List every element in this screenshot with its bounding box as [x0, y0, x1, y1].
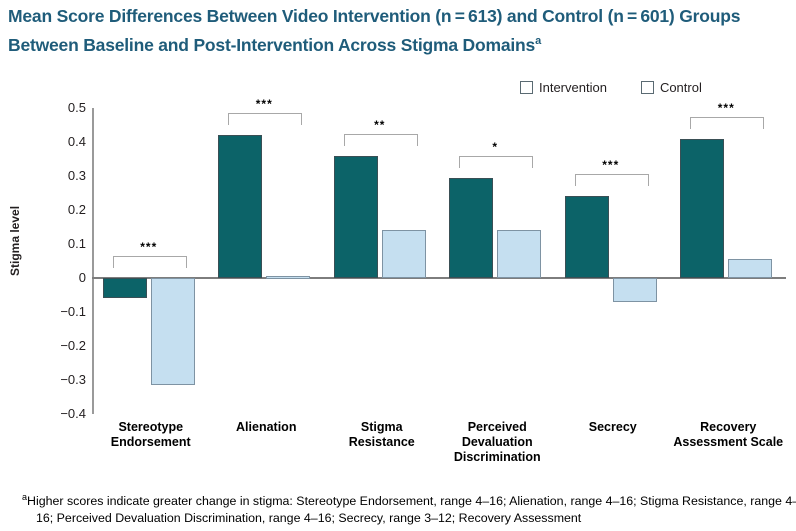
legend-item-intervention[interactable]: Intervention — [520, 80, 607, 95]
significance-bracket — [690, 116, 765, 129]
y-tick-label: −0.2 — [60, 338, 86, 353]
significance-stars: * — [492, 139, 499, 154]
significance-bracket — [228, 113, 303, 126]
bar-intervention[interactable] — [333, 155, 378, 278]
legend-item-control[interactable]: Control — [640, 80, 702, 95]
bar-control[interactable] — [266, 276, 311, 280]
bar-group: *** — [555, 108, 671, 414]
plot-area: *** *** ** * *** *** — [93, 98, 787, 414]
legend-label-intervention: Intervention — [539, 80, 607, 95]
footnote-marker: a — [22, 492, 28, 502]
y-axis-tick-labels: 0.5 0.4 0.3 0.2 0.1 0 −0.1 −0.2 −0.3 −0.4 — [48, 101, 86, 421]
bar-control[interactable] — [612, 278, 657, 302]
x-axis-label-line: Devaluation — [461, 435, 533, 449]
chart-legend: Intervention Control — [520, 80, 702, 95]
y-tick-label: 0.3 — [67, 168, 86, 183]
x-axis-label-line: Resistance — [348, 435, 415, 449]
figure-title-footnote-marker: a — [535, 35, 541, 47]
significance-bracket — [112, 256, 187, 268]
bar-intervention[interactable] — [680, 138, 725, 278]
x-axis-label: Secrecy — [545, 420, 681, 435]
footnote-text: Higher scores indicate greater change in… — [27, 494, 796, 525]
plot-wrapper: Stigma level 0.5 0.4 0.3 0.2 0.1 0 −0.1 −0.2 −0.… — [0, 98, 796, 421]
figure-title-text: Mean Score Differences Between Video Int… — [8, 6, 741, 55]
bar-intervention[interactable] — [449, 177, 494, 278]
y-tick-label: 0.5 — [67, 100, 86, 115]
y-tick-label: 0 — [78, 270, 86, 285]
bar-control[interactable] — [497, 230, 542, 278]
x-axis-label-line: Perceived — [467, 420, 527, 434]
figure-footnote: aHigher scores indicate greater change i… — [22, 489, 796, 526]
significance-stars: *** — [255, 97, 273, 112]
x-axis-category-labels: Stereotype Endorsement Alienation Stigma Res… — [93, 420, 786, 482]
x-axis-label-line: Stereotype — [118, 420, 184, 434]
significance-bracket — [459, 155, 534, 168]
significance-stars: *** — [140, 240, 158, 254]
x-axis-label: Perceived Devaluation Discrimination — [430, 420, 566, 465]
bar-intervention[interactable] — [218, 135, 263, 278]
bar-intervention[interactable] — [564, 196, 609, 278]
x-axis-label-line: Assessment Scale — [673, 435, 784, 449]
y-tick-label: 0.2 — [67, 202, 86, 217]
bar-control[interactable] — [150, 278, 195, 386]
y-tick-label: 0.4 — [67, 134, 86, 149]
y-tick-label: −0.3 — [60, 372, 86, 387]
x-axis-label-line: Alienation — [236, 420, 297, 434]
significance-bracket — [574, 174, 649, 187]
significance-stars: *** — [717, 100, 735, 115]
x-axis-label: Stigma Resistance — [314, 420, 450, 450]
figure-title: Mean Score Differences Between Video Int… — [8, 4, 788, 58]
y-axis-line — [92, 108, 94, 414]
y-tick-label: 0.1 — [67, 236, 86, 251]
bar-control[interactable] — [381, 230, 426, 278]
x-axis-label-line: Endorsement — [110, 435, 191, 449]
legend-label-control: Control — [659, 80, 702, 95]
significance-stars: ** — [374, 117, 386, 132]
legend-swatch-control-icon — [640, 81, 654, 94]
significance-stars: *** — [602, 158, 620, 173]
x-axis-label-line: Recovery — [700, 420, 757, 434]
bar-group: ** — [324, 108, 440, 414]
zero-baseline — [92, 277, 786, 279]
legend-swatch-intervention-icon — [520, 81, 533, 94]
y-axis-title: Stigma level — [8, 205, 22, 276]
bar-group: *** — [93, 108, 209, 414]
x-axis-label: Recovery Assessment Scale — [661, 420, 796, 450]
y-tick-label: −0.1 — [60, 304, 86, 319]
y-tick-label: −0.4 — [60, 406, 86, 421]
x-axis-label-line: Stigma — [360, 420, 403, 434]
bar-intervention[interactable] — [102, 278, 147, 299]
x-axis-label: Alienation — [199, 420, 335, 435]
significance-bracket — [343, 133, 418, 146]
bar-group: * — [440, 108, 556, 414]
bar-group: *** — [209, 98, 325, 414]
x-axis-label-line: Secrecy — [588, 420, 637, 434]
x-axis-label: Stereotype Endorsement — [83, 420, 219, 450]
bar-group: *** — [671, 102, 787, 414]
bar-control[interactable] — [728, 259, 773, 278]
x-axis-label-line: Discrimination — [453, 450, 541, 464]
